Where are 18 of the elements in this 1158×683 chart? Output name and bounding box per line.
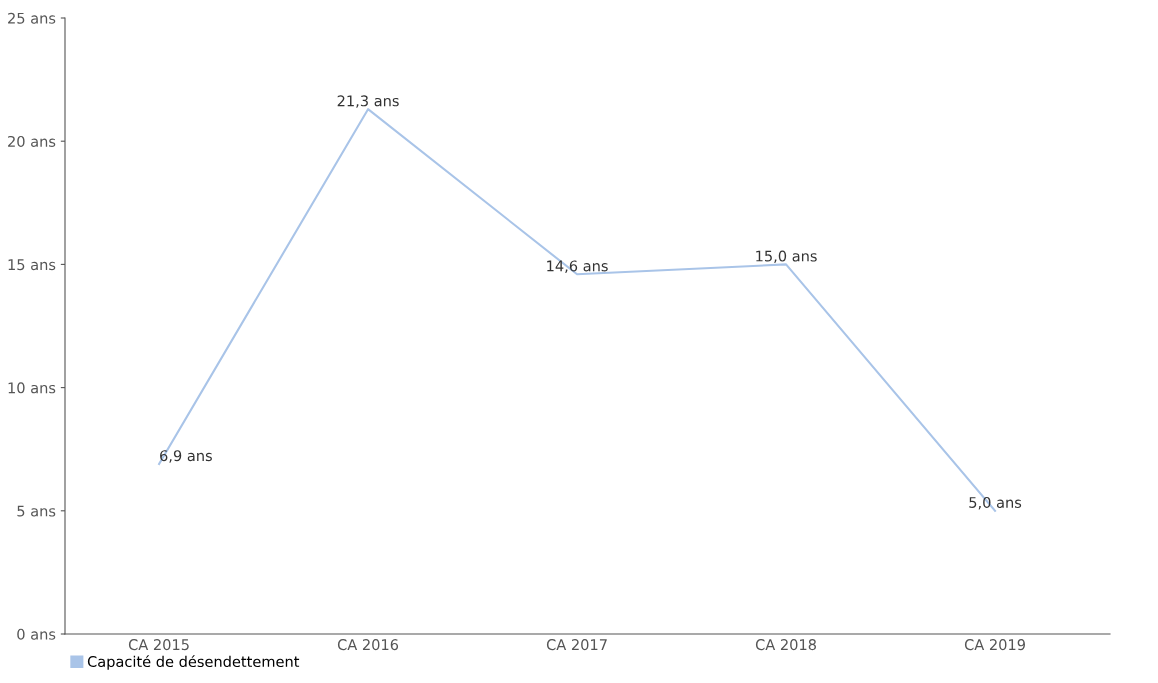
data-label: 14,6 ans: [547, 260, 608, 273]
data-label: 15,0 ans: [756, 250, 817, 264]
y-tick-label: 0 ans: [17, 628, 56, 640]
x-tick-label: CA 2015: [128, 639, 189, 651]
x-tick-label: CA 2016: [337, 639, 399, 651]
line-series: [158, 108, 997, 512]
data-label: 6,9 ans: [160, 450, 212, 463]
legend-label: Capacité de désendettement: [87, 655, 300, 670]
y-tick-label: 10 ans: [8, 382, 56, 394]
data-label: 21,3 ans: [337, 95, 399, 108]
y-tick-label: 25 ans: [8, 12, 56, 24]
x-tick-label: CA 2018: [755, 639, 817, 651]
y-tick-label: 20 ans: [8, 135, 56, 147]
x-tick-label: CA 2017: [546, 639, 607, 651]
x-tick-label: CA 2019: [964, 639, 1025, 651]
y-tick-label: 5 ans: [17, 505, 56, 517]
y-tick-label: 15 ans: [8, 259, 56, 271]
data-label: 5,0 ans: [969, 496, 1022, 510]
